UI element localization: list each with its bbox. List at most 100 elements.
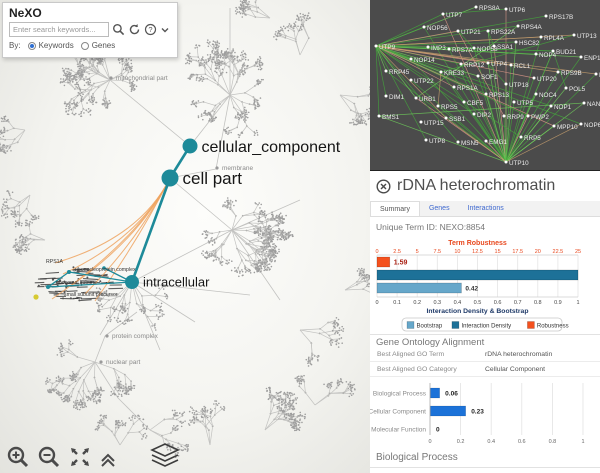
radio-genes-label[interactable]: Genes [91,41,116,50]
gene-node-RPL4A[interactable]: RPL4A [539,35,565,42]
gene-node-ENP1[interactable]: ENP1 [579,55,600,62]
search-input[interactable] [9,22,109,37]
gene-node-KRE33[interactable]: KRE33 [439,70,465,77]
gene-node-RRP12[interactable]: RRP12 [459,62,485,69]
bar-cellular-component[interactable] [430,405,466,417]
gene-node-UTP22[interactable]: UTP22 [409,78,435,85]
ontology-node-intracellular[interactable]: intracellular [125,275,210,290]
tab-genes[interactable]: Genes [428,205,450,212]
gene-node-POL5[interactable]: POL5 [564,86,586,93]
gene-node-UTP18[interactable]: UTP18 [504,82,530,89]
gene-node-PWP2[interactable]: PWP2 [526,114,550,121]
gene-node-UTP20[interactable]: UTP20 [532,76,558,83]
gene-node-NOP6[interactable]: NOP6 [579,122,600,129]
gene-node-CBF5[interactable]: CBF5 [462,100,484,107]
gene-node-UTP5[interactable]: UTP5 [512,100,534,107]
svg-text:RRP45: RRP45 [389,69,410,76]
ontology-term-label[interactable]: mitochondrial part [109,75,168,82]
ontology-term-label[interactable]: ribonucleoprotein complex [75,267,136,273]
gene-node-RPS4A[interactable]: RPS4A [516,24,543,31]
gene-node-URB1[interactable]: URB1 [414,96,437,103]
gene-node-MPP10[interactable]: MPP10 [552,124,579,131]
svg-text:DIM1: DIM1 [389,94,405,101]
gene-node-NOC4[interactable]: NOC4 [534,92,557,99]
gene-node-UTP8[interactable]: UTP8 [424,138,446,145]
gene-node-UTP7[interactable]: UTP7 [441,12,463,19]
bar-interaction-density[interactable] [376,269,579,281]
fit-to-screen-button[interactable] [68,445,92,469]
ontology-term-label[interactable]: small subunit precursor [64,292,118,298]
ontology-term-label[interactable]: membrane [215,165,253,172]
ontology-node-cell-part[interactable]: cell part [161,169,243,188]
bar-robustness[interactable] [376,256,391,268]
help-icon[interactable]: ? [144,23,157,36]
svg-text:MPP10: MPP10 [557,124,578,131]
gene-node-RRP5[interactable]: RRP5 [519,135,542,142]
gene-node-UTP21[interactable]: UTP21 [456,29,482,36]
ontology-term-label[interactable]: protein complex [105,333,159,340]
gene-node-UTP13[interactable]: UTP13 [572,33,598,40]
chevron-down-icon[interactable] [160,25,170,35]
app-title: NeXO [9,6,42,20]
gene-node-KRI1[interactable]: KRI1 [594,72,600,79]
ontology-term-label[interactable]: ribosomal subunit [56,280,97,286]
gene-node-UTP6[interactable]: UTP6 [504,7,526,14]
refresh-icon[interactable] [128,23,141,36]
gene-node-NOP14[interactable]: NOP14 [409,57,436,64]
radio-genes[interactable] [80,41,89,50]
gene-node-NAN1[interactable]: NAN1 [582,101,600,108]
zoom-out-button[interactable] [37,445,61,469]
gene-node-MSN5[interactable]: MSN5 [456,140,479,147]
gene-node-RRP45[interactable]: RRP45 [384,69,410,76]
gene-network-panel[interactable]: UTP9 UTP7 RPS8A UTP6 RPS17B NOP56 UTP21 RPS22A R… [370,0,600,170]
bar-biological-process[interactable] [430,387,440,399]
gene-node-UTP15[interactable]: UTP15 [419,120,445,127]
bar-bootstrap[interactable] [376,282,462,294]
gene-node-DIM1[interactable]: DIM1 [384,94,405,101]
gene-node-NOP58[interactable]: NOP58 [472,46,499,53]
robustness-chart: Term Robustness002.50.150.27.50.3100.412… [375,240,581,332]
gene-node-RPS1A[interactable]: RPS1A [452,85,479,92]
gene-node-RPS7A[interactable]: RPS7A [447,47,474,54]
gene-node-UTP9[interactable]: UTP9 [374,44,396,51]
ontology-graph-canvas[interactable]: mitochondrial part membrane protein comple… [0,0,370,473]
ontology-node-cellular-component[interactable]: cellular_component [182,138,341,156]
ontology-graph-panel[interactable]: mitochondrial part membrane protein comple… [0,0,370,473]
gene-node-RPS17B[interactable]: RPS17B [544,14,574,21]
tab-summary[interactable]: Summary [370,201,420,216]
gene-node-BUD21[interactable]: BUD21 [551,49,577,56]
gene-network-canvas[interactable]: UTP9 UTP7 RPS8A UTP6 RPS17B NOP56 UTP21 RPS22A R… [370,0,600,170]
search-icon[interactable] [112,23,125,36]
collapse-chevrons-icon[interactable] [99,451,117,469]
layers-icon[interactable] [150,443,180,469]
gene-node-NOP1[interactable]: NOP1 [549,104,572,111]
gene-node-UTP4[interactable]: UTP4 [486,61,508,68]
gene-node-DIP2[interactable]: DIP2 [472,112,492,119]
gene-node-SSA1[interactable]: SSA1 [492,44,514,51]
zoom-in-button[interactable] [6,445,30,469]
gene-node-SSB1[interactable]: SSB1 [444,116,466,123]
gene-node-RPS13[interactable]: RPS13 [484,92,510,99]
gene-node-RPS8A[interactable]: RPS8A [474,5,501,12]
gene-node-NOP56[interactable]: NOP56 [422,25,449,32]
gene-node-RCL1[interactable]: RCL1 [509,63,531,70]
gene-node-HSC82[interactable]: HSC82 [514,40,540,47]
close-icon[interactable] [376,179,391,194]
radio-keywords[interactable] [27,41,36,50]
gene-node-EMG1[interactable]: EMG1 [484,139,508,146]
gene-node-RPS5[interactable]: RPS5 [436,104,458,111]
svg-text:NOP14: NOP14 [414,57,435,64]
gene-node-IMP3[interactable]: IMP3 [426,45,447,52]
gene-node-RPS22A[interactable]: RPS22A [486,29,516,36]
gene-node-RRP9[interactable]: RRP9 [502,114,525,121]
ontology-term-label[interactable]: RPS1A [46,259,64,265]
chart-title: Term Robustness [448,240,507,247]
gene-node-BMS1[interactable]: BMS1 [377,114,400,121]
tab-interactions[interactable]: Interactions [467,205,504,212]
ontology-term-label[interactable]: nuclear part [99,359,141,366]
gene-node-NOP4[interactable]: NOP4 [534,52,557,59]
gene-node-UTP10[interactable]: UTP10 [504,160,530,167]
gene-node-RPS9B[interactable]: RPS9B [556,70,582,77]
gene-node-SOF1[interactable]: SOF1 [476,74,498,81]
radio-keywords-label[interactable]: Keywords [38,41,74,50]
